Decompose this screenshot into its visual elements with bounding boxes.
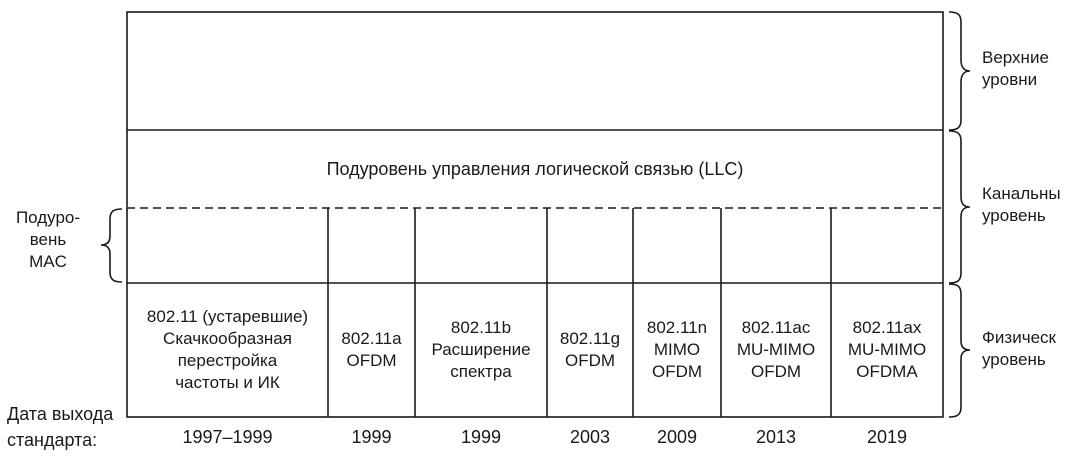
link-layer-brace <box>948 130 971 284</box>
standard-cell-80211b: 802.11b Расширение спектра <box>431 318 531 381</box>
release-date-label: Дата выхода стандарта: <box>7 404 114 450</box>
link-layer-label: Канальны уровень <box>982 184 1061 225</box>
upper-layer-label: Верхние уровни <box>982 48 1049 89</box>
release-year-80211-legacy: 1997–1999 <box>182 427 273 447</box>
release-year-80211g: 2003 <box>569 427 611 447</box>
mac-sublayer-label: Подуро- вень MAC <box>15 208 81 271</box>
release-year-80211ax: 2019 <box>866 427 908 447</box>
upper-layer-brace <box>948 11 971 131</box>
release-year-80211b: 1999 <box>460 427 502 447</box>
standard-cell-80211n: 802.11n MIMO OFDM <box>646 318 708 381</box>
release-year-80211ac: 2013 <box>755 427 797 447</box>
release-year-80211n: 2009 <box>656 427 698 447</box>
standard-cell-80211a: 802.11a OFDM <box>341 329 402 370</box>
standard-cell-80211g: 802.11g OFDM <box>559 329 621 370</box>
physical-layer-label: Физическ уровень <box>982 328 1056 369</box>
standard-cell-80211ax: 802.11ax MU-MIMO OFDMA <box>847 318 927 381</box>
release-year-80211a: 1999 <box>351 427 392 447</box>
standard-cell-80211ac: 802.11ac MU-MIMO OFDM <box>736 318 816 381</box>
outer-frame <box>126 11 944 418</box>
standard-cell-80211-legacy: 802.11 (устаревшие) Скачкообразная перес… <box>146 307 309 392</box>
physical-layer-brace <box>948 283 971 418</box>
llc-sublayer-label: Подуровень управления логической связью … <box>326 159 744 179</box>
mac-sublayer-brace <box>100 208 123 283</box>
